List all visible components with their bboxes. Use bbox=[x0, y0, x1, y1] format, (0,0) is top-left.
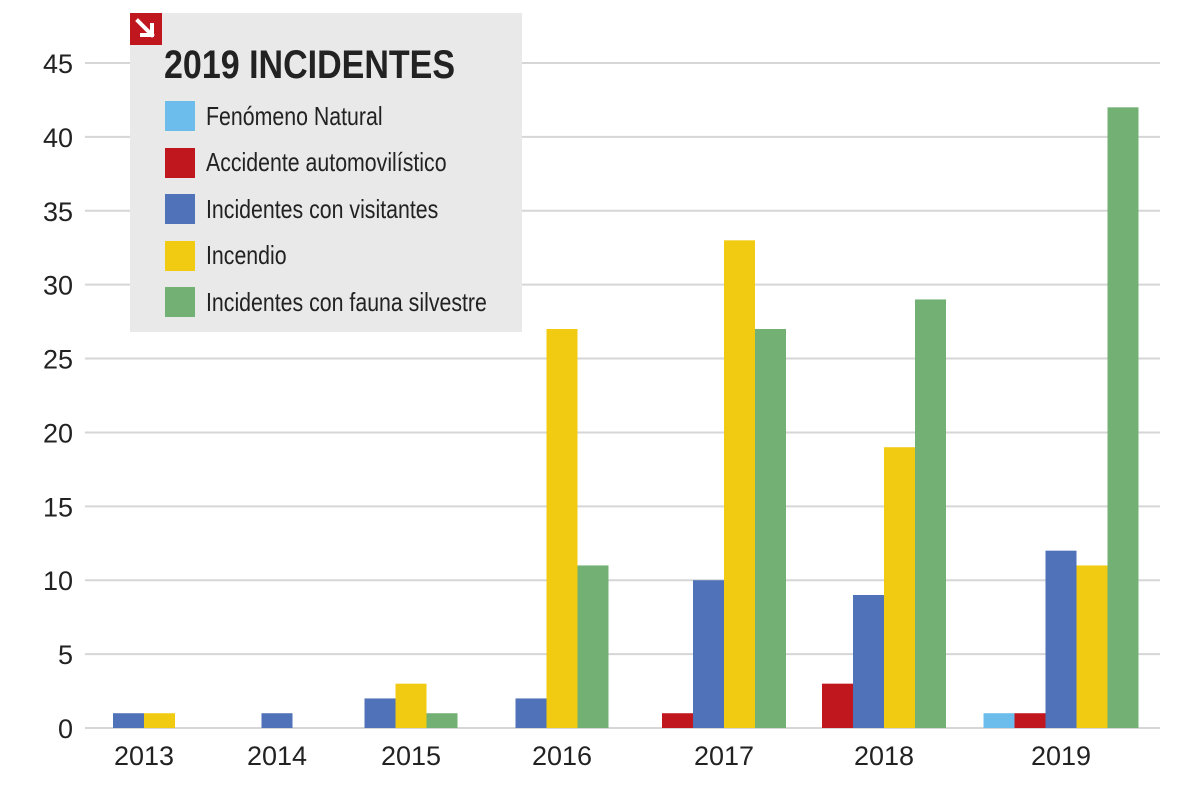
arrow-down-right-icon bbox=[130, 13, 162, 45]
y-tick-label: 45 bbox=[43, 49, 73, 79]
legend-label: Incidentes con fauna silvestre bbox=[206, 286, 487, 317]
bar-2016-incendio bbox=[546, 329, 578, 728]
legend-label: Fenómeno Natural bbox=[206, 100, 383, 131]
legend-swatch bbox=[165, 240, 195, 271]
legend-swatch bbox=[165, 287, 195, 317]
legend-item: Fenómeno Natural bbox=[165, 101, 421, 131]
y-tick-label: 30 bbox=[43, 271, 73, 301]
x-tick-label: 2016 bbox=[532, 741, 592, 771]
y-tick-label: 0 bbox=[58, 714, 73, 744]
legend: 2019 INCIDENTES Fenómeno Natural Accident… bbox=[130, 13, 522, 332]
legend-item: Incidentes con fauna silvestre bbox=[165, 287, 549, 317]
legend-swatch bbox=[165, 101, 195, 131]
bar-2019-incidentes-con-fauna-silvestre bbox=[1107, 107, 1139, 729]
bar-2013-incendio bbox=[144, 713, 175, 728]
bar-2017-accidente-automovil-stico bbox=[662, 713, 693, 728]
y-tick-label: 20 bbox=[43, 418, 73, 448]
bar-2013-incidentes-con-visitantes bbox=[113, 713, 144, 728]
legend-swatch bbox=[165, 194, 195, 224]
bar-2018-incidentes-con-fauna-silvestre bbox=[915, 299, 946, 728]
y-tick-label: 5 bbox=[58, 640, 73, 670]
bar-2015-incendio bbox=[395, 683, 427, 728]
x-tick-label: 2014 bbox=[247, 741, 307, 771]
bar-2015-incidentes-con-fauna-silvestre bbox=[426, 713, 458, 728]
legend-swatch bbox=[165, 147, 195, 178]
y-tick-label: 25 bbox=[43, 345, 73, 375]
bar-2019-incidentes-con-visitantes bbox=[1045, 550, 1077, 728]
bar-2014-incidentes-con-visitantes bbox=[261, 713, 293, 728]
bar-2018-incendio bbox=[884, 447, 915, 728]
bar-2018-incidentes-con-visitantes bbox=[853, 595, 884, 728]
y-tick-label: 15 bbox=[43, 492, 73, 522]
legend-label: Incidentes con visitantes bbox=[206, 193, 439, 224]
legend-item: Incendio bbox=[165, 240, 304, 271]
legend-label: Accidente automovilístico bbox=[206, 147, 447, 177]
bar-2018-accidente-automovil-stico bbox=[822, 683, 853, 728]
legend-label: Incendio bbox=[206, 240, 287, 270]
bar-2015-incidentes-con-visitantes bbox=[364, 698, 396, 728]
bar-2016-incidentes-con-fauna-silvestre bbox=[577, 565, 609, 728]
bar-2019-incendio bbox=[1076, 565, 1108, 728]
x-axis-labels: 2013 2014 2015 2016 2017 2018 2019 bbox=[114, 741, 1091, 771]
x-tick-label: 2019 bbox=[1031, 741, 1091, 771]
bar-2017-incidentes-con-fauna-silvestre bbox=[755, 329, 786, 728]
chart-title: 2019 INCIDENTES bbox=[164, 43, 455, 87]
bar-2017-incendio bbox=[724, 240, 755, 729]
y-tick-label: 40 bbox=[43, 123, 73, 153]
legend-item: Accidente automovilístico bbox=[165, 147, 499, 178]
bar-2019-fen-meno-natural bbox=[983, 713, 1015, 728]
x-tick-label: 2018 bbox=[854, 741, 914, 771]
y-tick-label: 35 bbox=[43, 197, 73, 227]
x-tick-label: 2013 bbox=[114, 741, 174, 771]
bar-2017-incidentes-con-visitantes bbox=[693, 580, 724, 728]
x-tick-label: 2015 bbox=[381, 741, 441, 771]
x-tick-label: 2017 bbox=[694, 741, 754, 771]
y-axis-labels: 0 5 10 15 20 25 30 35 40 45 bbox=[43, 49, 73, 744]
bars bbox=[113, 107, 1139, 729]
legend-item: Incidentes con visitantes bbox=[165, 194, 489, 224]
bar-2019-accidente-automovil-stico bbox=[1014, 713, 1046, 728]
y-tick-label: 10 bbox=[43, 566, 73, 596]
bar-2016-incidentes-con-visitantes bbox=[515, 698, 547, 728]
